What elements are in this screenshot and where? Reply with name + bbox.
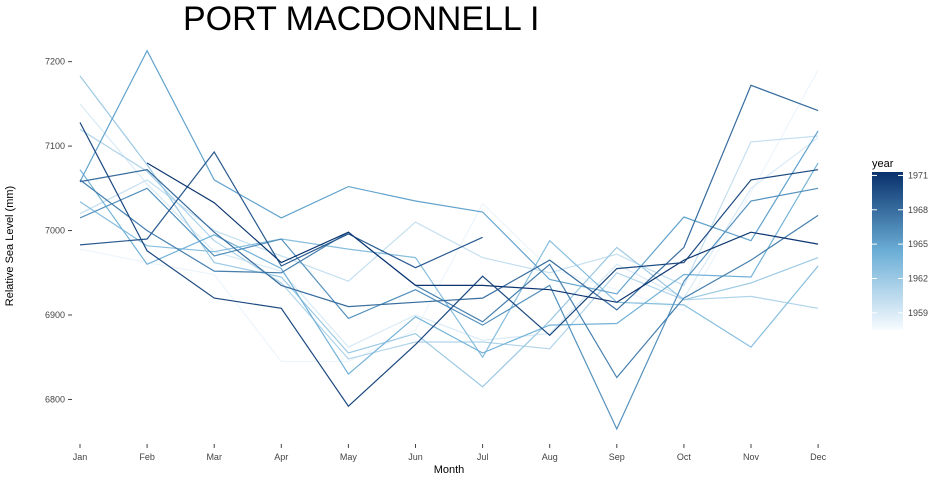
x-tick-label: Apr — [274, 452, 288, 462]
series-group — [79, 49, 819, 431]
legend: year 1959 1962 1965 1968 1971 — [872, 158, 928, 330]
series-line-1961 — [79, 128, 819, 360]
y-tick-label: 7200 — [45, 57, 65, 67]
chart-title: PORT MACDONNELL I — [183, 0, 539, 38]
x-axis-label: Month — [434, 464, 465, 476]
x-tick-label: Sep — [609, 452, 625, 462]
x-tick-label: Jul — [477, 452, 489, 462]
series-line-1971 — [146, 162, 819, 303]
legend-colorbar — [872, 172, 903, 330]
y-tick-label: 7100 — [45, 141, 65, 151]
legend-tick-label: 1968 — [908, 205, 928, 215]
x-tick-label: Jan — [73, 452, 88, 462]
legend-tick-label: 1965 — [908, 239, 928, 249]
legend-ticks: 1959 1962 1965 1968 1971 — [872, 170, 928, 318]
series-line-1962 — [79, 75, 819, 388]
series-line-1967 — [79, 179, 819, 379]
x-tick-label: Nov — [743, 452, 760, 462]
legend-tick-label: 1971 — [908, 170, 928, 180]
x-tick-label: May — [340, 452, 358, 462]
y-axis: 6800 6900 7000 7100 7200 — [45, 57, 72, 404]
series-line-1966 — [79, 187, 819, 431]
y-tick-label: 6800 — [45, 394, 65, 404]
legend-title: year — [872, 158, 894, 170]
y-tick-label: 6900 — [45, 310, 65, 320]
x-tick-label: Oct — [677, 452, 692, 462]
y-tick-label: 7000 — [45, 226, 65, 236]
x-tick-label: Mar — [206, 452, 222, 462]
legend-tick-label: 1959 — [908, 308, 928, 318]
series-line-1959 — [79, 103, 819, 348]
series-line-1970 — [79, 122, 819, 408]
series-line-1968 — [79, 84, 819, 311]
x-tick-label: Jun — [408, 452, 423, 462]
x-tick-label: Aug — [542, 452, 558, 462]
x-axis: Jan Feb Mar Apr May Jun Jul Aug Sep Oct Nov Dec — [73, 444, 827, 462]
series-line-1969 — [79, 150, 483, 269]
x-tick-label: Feb — [139, 452, 155, 462]
x-tick-label: Dec — [810, 452, 827, 462]
series-line-1964 — [79, 162, 819, 376]
legend-tick-label: 1962 — [908, 273, 928, 283]
y-axis-label: Relative Sea Level (mm) — [4, 186, 16, 306]
